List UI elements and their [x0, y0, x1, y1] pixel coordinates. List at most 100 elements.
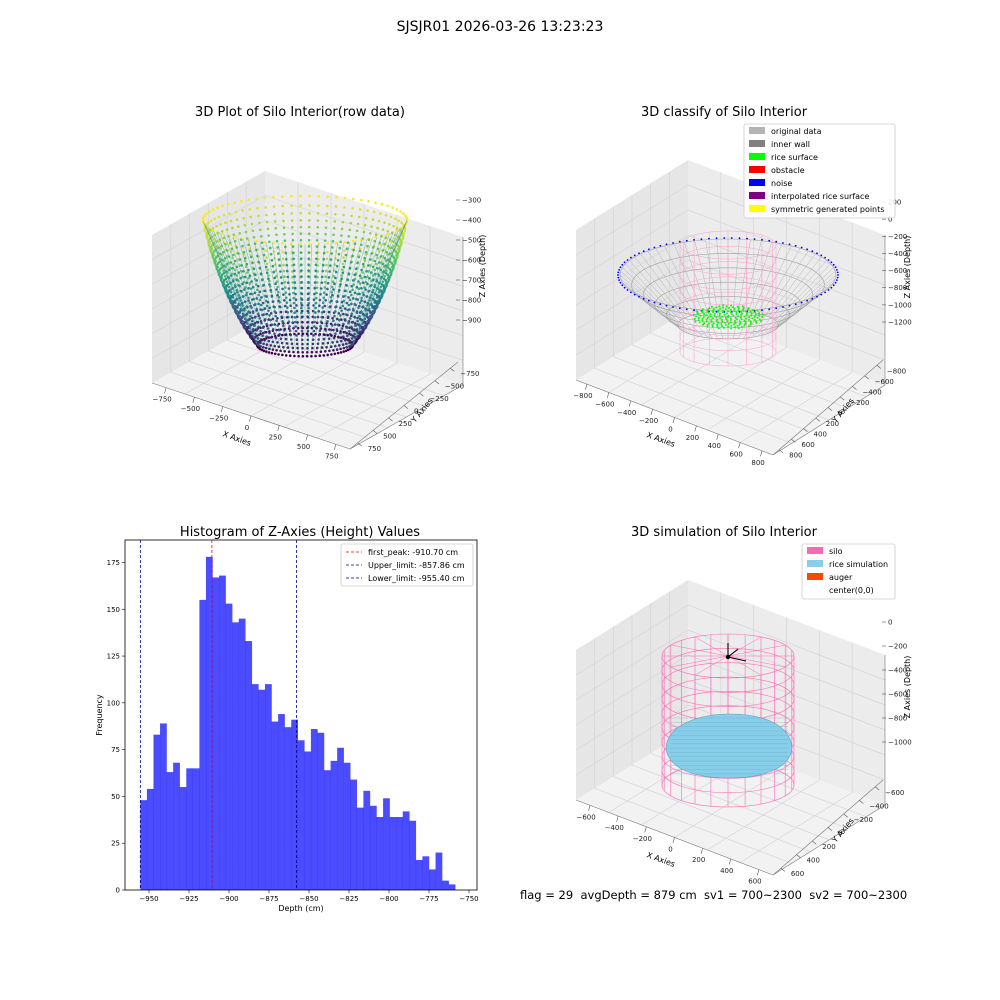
raw-x-tick-label: −500 [181, 405, 200, 413]
sim-y-tick-label: 0 [838, 830, 842, 838]
figure-title: SJSJR01 2026-03-26 13:23:23 [397, 19, 604, 35]
raw-x-tick-label: −750 [153, 396, 172, 404]
histogram-y-axis-label: Frequency [95, 694, 104, 736]
histogram-bar [304, 751, 312, 890]
histogram-bar [271, 721, 279, 890]
cls-x-tick-label: 400 [708, 442, 721, 450]
raw-data-panel: 3D Plot of Silo Interior(row data) −750−… [151, 105, 487, 460]
raw-z-tick-label: −600 [462, 257, 481, 265]
histogram-bar [225, 603, 233, 890]
x-tick-label: −825 [339, 895, 358, 903]
classify-3d-box [575, 160, 886, 456]
histogram-legend: first_peak: -910.70 cm Upper_limit: -857.… [340, 543, 474, 587]
histogram-title: Histogram of Z-Axies (Height) Values [180, 525, 420, 540]
y-tick-label: 125 [107, 653, 120, 661]
histogram-x-ticks: −950 −925 −900 −875 −850 −825 −800 −775 −750 [139, 890, 479, 903]
histogram-bar [369, 805, 377, 890]
cls-y-tick-label: −200 [850, 399, 869, 407]
classify-legend: original data inner wall rice surface obsta… [743, 123, 896, 219]
cls-y-tick-label: 800 [789, 452, 802, 460]
legend-label: symmetric generated points [771, 205, 884, 214]
legend-label: inner wall [771, 140, 810, 149]
legend-swatch [749, 127, 765, 134]
cls-x-tick-label: 800 [751, 459, 764, 467]
center-point [725, 654, 731, 660]
y-tick-label: 150 [107, 606, 120, 614]
histogram-bar [160, 723, 167, 890]
histogram-bar [363, 790, 371, 890]
histogram-bar [251, 684, 259, 890]
legend-label: interpolated rice surface [771, 192, 869, 201]
histogram-bar [146, 788, 154, 890]
histogram-bar [330, 760, 338, 890]
sim-x-tick-label: 400 [720, 867, 733, 875]
simulation-panel: 3D simulation of Silo Interior −600−400−… [575, 525, 912, 886]
histogram-bars [140, 556, 456, 890]
cls-z-tick-label: −800 [888, 284, 907, 292]
cls-x-tick-label: −400 [617, 409, 636, 417]
classify-z-axis-label: Z Axies (Depth) [903, 236, 912, 299]
histogram-bar [448, 884, 456, 890]
sim-z-tick-label: −600 [888, 691, 907, 699]
sim-z-tick-label: 0 [888, 619, 892, 627]
legend-label: Upper_limit: -857.86 cm [368, 561, 465, 570]
histogram-bar [238, 618, 246, 890]
sim-y-tick-label: −400 [869, 802, 888, 810]
sim-y-tick-label: −200 [854, 816, 873, 824]
simulation-legend: silo rice simulation auger center(0,0) [801, 543, 896, 600]
raw-z-tick-label: −900 [462, 317, 481, 325]
histogram-bar [192, 768, 200, 890]
histogram-bar [291, 719, 298, 890]
histogram-bar [429, 869, 436, 890]
histogram-panel: Histogram of Z-Axies (Height) Values −95… [95, 525, 479, 913]
histogram-bar [140, 800, 148, 890]
histogram-bar [278, 714, 285, 890]
y-tick-label: 175 [107, 559, 120, 567]
cls-y-tick-label: −400 [862, 388, 881, 396]
classify-points [617, 230, 839, 367]
histogram-bar [389, 817, 397, 890]
legend-swatch [749, 140, 765, 147]
histogram-bar [258, 689, 266, 890]
raw-z-tick-label: −300 [462, 197, 481, 205]
histogram-bar [219, 575, 226, 890]
x-tick-label: −750 [459, 895, 478, 903]
sim-x-tick-label: −600 [576, 813, 595, 821]
simulation-z-axis-label: Z Axies (Depth) [903, 656, 912, 719]
histogram-bar [232, 622, 239, 890]
raw-z-ticks: −300 −400 −500 −600 −700 −800 −900 [456, 197, 481, 325]
legend-swatch [807, 547, 823, 554]
histogram-bar [310, 729, 318, 890]
legend-swatch [749, 192, 765, 199]
cls-y-tick-label: 0 [838, 410, 842, 418]
histogram-bar [402, 811, 410, 890]
cls-z-tick-label: −1200 [888, 319, 912, 327]
raw-x-tick-label: 250 [269, 433, 282, 441]
histogram-bar [356, 807, 364, 890]
histogram-bar [435, 852, 443, 890]
classify-x-ticks: −800−600−400−200 0 200 400 600 800 [573, 384, 765, 467]
sim-z-tick-label: −800 [888, 715, 907, 723]
cls-y-tick-label: −800 [887, 367, 906, 375]
status-summary-text: flag = 29 avgDepth = 879 cm sv1 = 700~23… [520, 888, 908, 902]
histogram-bar [284, 727, 292, 890]
classify-panel-title: 3D classify of Silo Interior [641, 105, 808, 120]
legend-label: first_peak: -910.70 cm [368, 548, 458, 557]
raw-y-tick-label: 250 [399, 420, 412, 428]
histogram-bar [324, 770, 331, 890]
cls-y-tick-label: 600 [801, 441, 814, 449]
cls-z-tick-label: −200 [888, 233, 907, 241]
raw-x-tick-label: 500 [297, 443, 310, 451]
x-tick-label: −900 [219, 895, 238, 903]
histogram-bar [212, 577, 220, 890]
simulation-content [661, 633, 795, 808]
x-tick-label: −800 [379, 895, 398, 903]
legend-swatch [749, 205, 765, 212]
cls-z-tick-label: 0 [888, 216, 892, 224]
raw-z-tick-label: −500 [462, 237, 481, 245]
sim-y-tick-label: 200 [822, 843, 835, 851]
raw-x-tick-label: −250 [209, 415, 228, 423]
simulation-x-ticks: −600 −400 −200 0 200 400 600 [576, 805, 762, 886]
